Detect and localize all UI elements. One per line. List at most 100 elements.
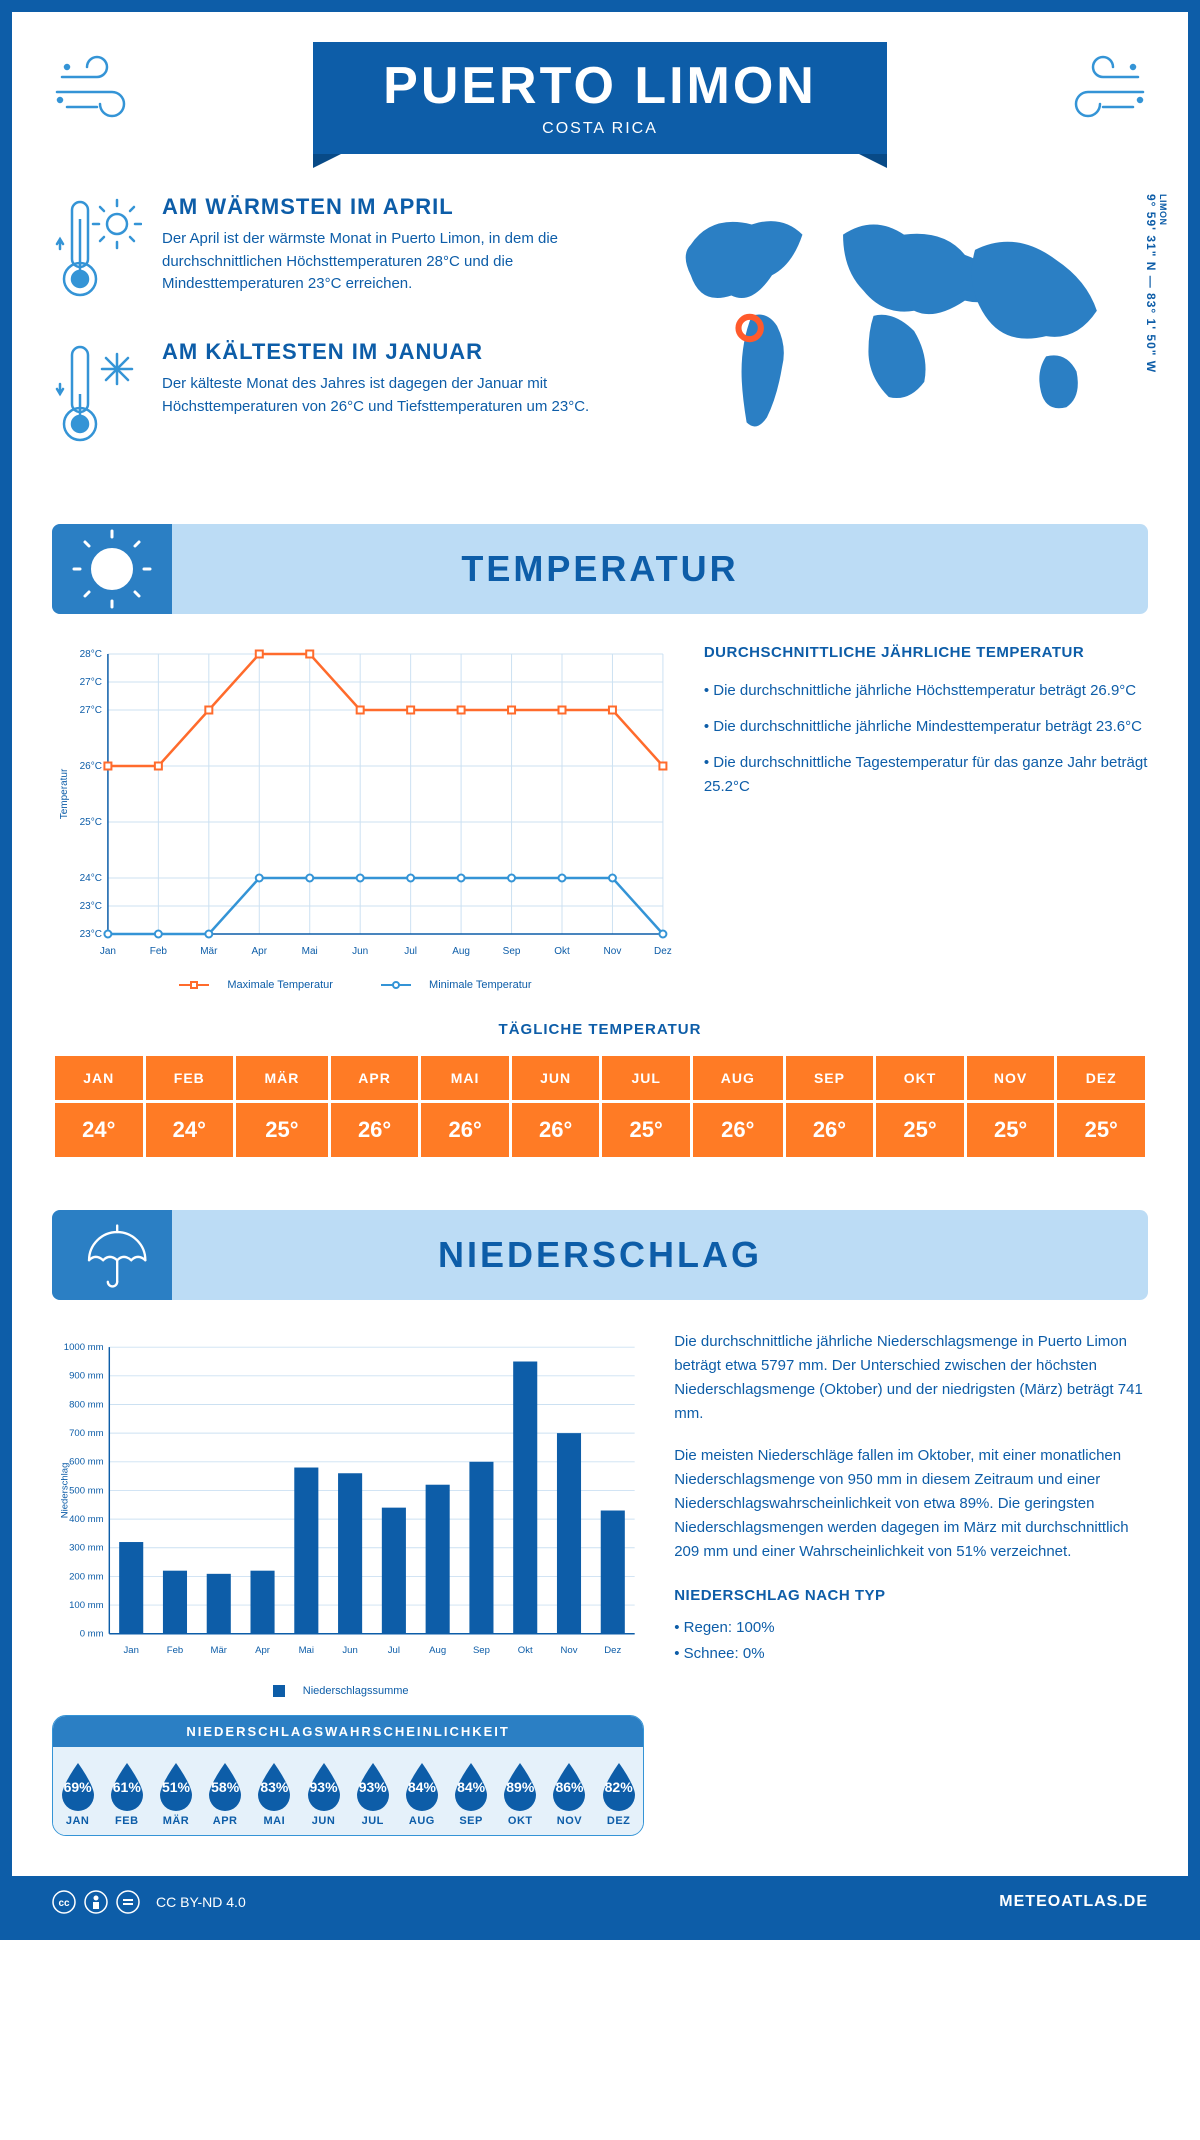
precip-heading: NIEDERSCHLAG (52, 1234, 1148, 1276)
license-text: CC BY-ND 4.0 (156, 1894, 246, 1910)
daily-month: DEZ (1057, 1056, 1145, 1100)
warmest-fact: AM WÄRMSTEN IM APRIL Der April ist der w… (52, 194, 610, 309)
daily-month: MAI (421, 1056, 509, 1100)
prob-cell: 58% APR (201, 1747, 250, 1835)
precip-section-banner: NIEDERSCHLAG (52, 1210, 1148, 1300)
svg-text:Nov: Nov (561, 1645, 578, 1656)
precip-summary-text: Die durchschnittliche jährliche Niedersc… (674, 1330, 1148, 1836)
temp-bullet-3: • Die durchschnittliche Tagestemperatur … (704, 751, 1148, 799)
svg-text:Dez: Dez (654, 946, 672, 957)
temp-bullet-1: • Die durchschnittliche jährliche Höchst… (704, 679, 1148, 703)
precip-para-2: Die meisten Niederschläge fallen im Okto… (674, 1444, 1148, 1564)
svg-text:26°C: 26°C (80, 761, 102, 772)
svg-text:Dez: Dez (604, 1645, 621, 1656)
city-title: PUERTO LIMON (383, 56, 817, 116)
daily-temp-title: TÄGLICHE TEMPERATUR (52, 1021, 1148, 1038)
svg-text:25°C: 25°C (80, 817, 102, 828)
infographic-frame: PUERTO LIMON COSTA RICA AM WÄRMSTEN IM A… (0, 0, 1200, 1940)
daily-value: 25° (876, 1103, 964, 1157)
svg-text:27°C: 27°C (80, 677, 102, 688)
svg-text:Mai: Mai (299, 1645, 314, 1656)
prob-cell: 93% JUN (299, 1747, 348, 1835)
precip-probability-box: NIEDERSCHLAGSWAHRSCHEINLICHKEIT 69% JAN … (52, 1715, 644, 1836)
daily-value: 25° (1057, 1103, 1145, 1157)
country-subtitle: COSTA RICA (383, 120, 817, 138)
precip-row: 0 mm100 mm200 mm300 mm400 mm500 mm600 mm… (52, 1330, 1148, 1836)
prob-cell: 82% DEZ (594, 1747, 643, 1835)
daily-month: MÄR (236, 1056, 328, 1100)
thermometer-sun-icon (52, 194, 142, 309)
raindrop-icon: 51% (156, 1761, 196, 1811)
daily-temp-table: JANFEBMÄRAPRMAIJUNJULAUGSEPOKTNOVDEZ 24°… (52, 1053, 1148, 1160)
raindrop-icon: 93% (304, 1761, 344, 1811)
svg-text:Mär: Mär (211, 1645, 228, 1656)
footer: cc CC BY-ND 4.0 METEOATLAS.DE (12, 1876, 1188, 1928)
daily-value: 25° (602, 1103, 690, 1157)
svg-text:100 mm: 100 mm (69, 1600, 104, 1611)
raindrop-icon: 82% (599, 1761, 639, 1811)
svg-text:cc: cc (58, 1898, 70, 1909)
svg-text:28°C: 28°C (80, 649, 102, 660)
daily-value: 26° (421, 1103, 509, 1157)
svg-text:800 mm: 800 mm (69, 1399, 104, 1410)
nd-icon (116, 1890, 140, 1914)
prob-cell: 89% OKT (496, 1747, 545, 1835)
svg-text:23°C: 23°C (80, 929, 102, 940)
coldest-fact: AM KÄLTESTEN IM JANUAR Der kälteste Mona… (52, 339, 610, 454)
temperature-summary-text: DURCHSCHNITTLICHE JÄHRLICHE TEMPERATUR •… (704, 644, 1148, 991)
wind-icon-left (52, 52, 162, 137)
title-banner: PUERTO LIMON COSTA RICA (313, 42, 887, 154)
precip-bar-chart: 0 mm100 mm200 mm300 mm400 mm500 mm600 mm… (52, 1330, 644, 1670)
daily-value: 26° (693, 1103, 783, 1157)
svg-text:Jul: Jul (404, 946, 417, 957)
svg-text:Nov: Nov (604, 946, 622, 957)
daily-value: 24° (55, 1103, 143, 1157)
daily-month: JUN (512, 1056, 600, 1100)
svg-text:Jul: Jul (388, 1645, 400, 1656)
coldest-title: AM KÄLTESTEN IM JANUAR (162, 339, 610, 365)
precip-type-snow: • Schnee: 0% (674, 1642, 1148, 1666)
svg-text:Feb: Feb (150, 946, 168, 957)
daily-value: 25° (236, 1103, 328, 1157)
temp-bullet-2: • Die durchschnittliche jährliche Mindes… (704, 715, 1148, 739)
daily-value: 26° (331, 1103, 419, 1157)
site-name: METEOATLAS.DE (999, 1893, 1148, 1911)
wind-icon-right (1038, 52, 1148, 137)
cc-icon: cc (52, 1890, 76, 1914)
prob-cell: 61% FEB (102, 1747, 151, 1835)
prob-cell: 86% NOV (545, 1747, 594, 1835)
svg-text:Jun: Jun (342, 1645, 357, 1656)
raindrop-icon: 84% (451, 1761, 491, 1811)
by-icon (84, 1890, 108, 1914)
header: PUERTO LIMON COSTA RICA (52, 42, 1148, 154)
daily-value: 26° (512, 1103, 600, 1157)
temp-text-heading: DURCHSCHNITTLICHE JÄHRLICHE TEMPERATUR (704, 644, 1148, 661)
svg-text:Mai: Mai (302, 946, 318, 957)
svg-text:24°C: 24°C (80, 873, 102, 884)
temperature-heading: TEMPERATUR (52, 548, 1148, 590)
svg-text:500 mm: 500 mm (69, 1485, 104, 1496)
svg-text:300 mm: 300 mm (69, 1543, 104, 1554)
svg-text:Jun: Jun (352, 946, 368, 957)
prob-cell: 84% SEP (447, 1747, 496, 1835)
svg-text:Sep: Sep (473, 1645, 490, 1656)
svg-text:1000 mm: 1000 mm (64, 1342, 104, 1353)
temperature-chart-row: 23°C23°C24°C25°C26°C27°C27°C28°CJanFebMä… (52, 644, 1148, 991)
daily-month: FEB (146, 1056, 234, 1100)
raindrop-icon: 89% (500, 1761, 540, 1811)
svg-text:Aug: Aug (429, 1645, 446, 1656)
precip-chart-legend: Niederschlagssumme (52, 1685, 644, 1697)
svg-text:200 mm: 200 mm (69, 1571, 104, 1582)
svg-text:Okt: Okt (518, 1645, 533, 1656)
climate-facts: AM WÄRMSTEN IM APRIL Der April ist der w… (52, 194, 610, 484)
prob-cell: 83% MAI (250, 1747, 299, 1835)
prob-title: NIEDERSCHLAGSWAHRSCHEINLICHKEIT (53, 1716, 643, 1747)
raindrop-icon: 84% (402, 1761, 442, 1811)
world-map: LIMON9° 59' 31" N — 83° 1' 50" W (640, 194, 1148, 484)
warmest-text: Der April ist der wärmste Monat in Puert… (162, 228, 610, 296)
daily-month: JUL (602, 1056, 690, 1100)
svg-text:Jan: Jan (123, 1645, 138, 1656)
daily-value: 26° (786, 1103, 874, 1157)
daily-month: JAN (55, 1056, 143, 1100)
precip-para-1: Die durchschnittliche jährliche Niedersc… (674, 1330, 1148, 1426)
